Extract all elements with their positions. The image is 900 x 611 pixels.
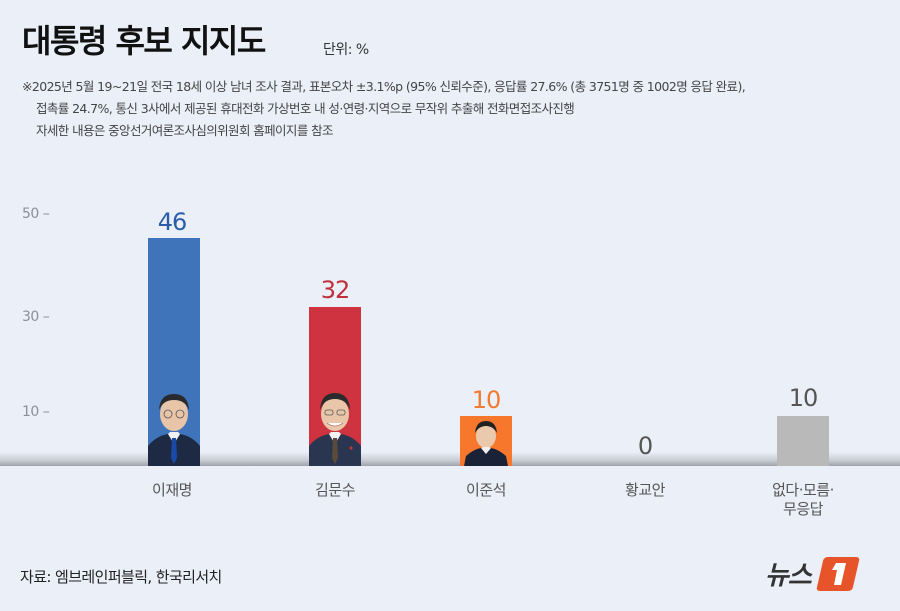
source-credit: 자료: 엠브레인퍼블릭, 한국리서치 <box>20 568 222 586</box>
category-label-kim-moonsoo: 김문수 <box>315 481 355 499</box>
category-label-lee-junseok: 이준석 <box>466 481 506 499</box>
category-label-line-1: 없다·모름· <box>772 481 834 499</box>
note-line-1: ※2025년 5월 19~21일 전국 18세 이상 남녀 조사 결과, 표본오… <box>22 79 746 94</box>
survey-note: ※2025년 5월 19~21일 전국 18세 이상 남녀 조사 결과, 표본오… <box>22 76 746 142</box>
bar-lee-junseok <box>460 416 512 466</box>
logo-text: 뉴스 <box>765 560 812 591</box>
value-label-kim-moonsoo: 32 <box>320 276 351 304</box>
news1-logo: 뉴스 <box>765 553 860 593</box>
chart-title: 대통령 후보 지지도 <box>22 22 266 60</box>
y-tick-50: 50 – <box>22 206 50 222</box>
category-label-lee-jaemyung: 이재명 <box>152 481 192 499</box>
candidate-photo-icon <box>464 421 508 466</box>
value-label-none-unknown: 10 <box>788 384 819 412</box>
value-label-lee-jaemyung: 46 <box>157 208 188 236</box>
candidate-photo-icon <box>309 393 361 466</box>
bar-lee-jaemyung <box>148 238 200 466</box>
unit-label: 단위: % <box>323 42 369 58</box>
bar-kim-moonsoo <box>309 307 361 466</box>
bar-none-unknown <box>777 416 829 466</box>
candidate-photo-icon <box>148 394 200 466</box>
value-label-lee-junseok: 10 <box>471 386 502 414</box>
category-label-hwang-kyoahn: 황교안 <box>625 481 665 499</box>
category-label-none-unknown: 없다·모름· 무응답 <box>743 481 863 519</box>
value-label-hwang-kyoahn: 0 <box>637 432 653 460</box>
y-tick-30: 30 – <box>22 309 50 325</box>
note-line-2: 접촉률 24.7%, 통신 3사에서 제공된 휴대전화 가상번호 내 성·연령·… <box>36 101 575 116</box>
news1-logo-mark-icon <box>816 557 860 591</box>
y-tick-10: 10 – <box>22 404 50 420</box>
chart-baseline <box>0 452 900 466</box>
category-label-line-2: 무응답 <box>783 500 823 518</box>
note-line-3: 자세한 내용은 중앙선거여론조사심의위원회 홈페이지를 참조 <box>36 123 334 138</box>
